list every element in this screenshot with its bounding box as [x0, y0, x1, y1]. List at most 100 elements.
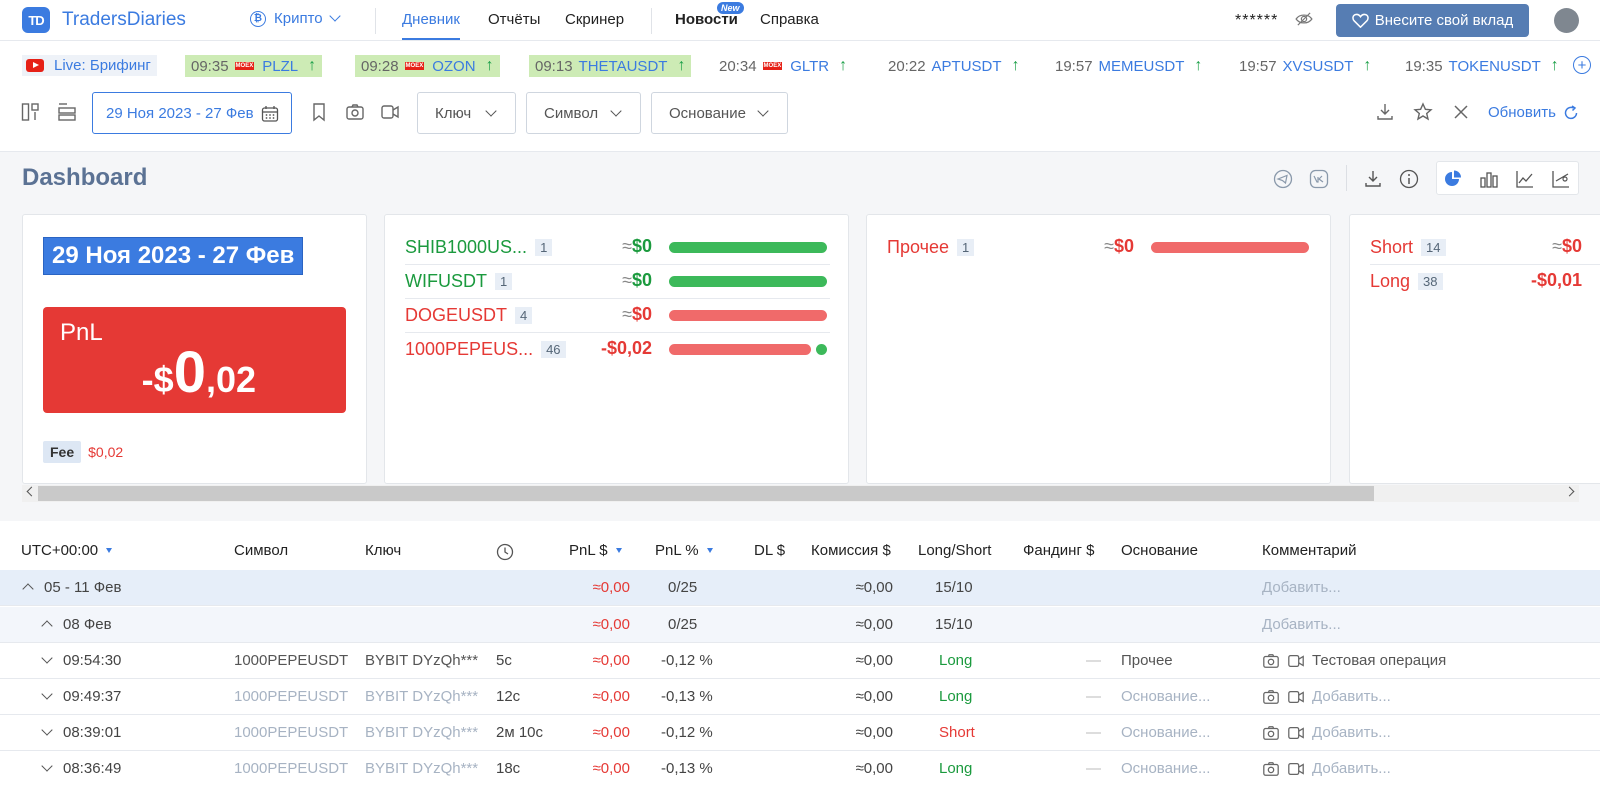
trade-basis[interactable]: Основание... — [1121, 760, 1211, 777]
ticker-item[interactable]: 20:22 APTUSDT ↑ — [882, 55, 1026, 77]
chevron-up-icon[interactable] — [41, 620, 53, 632]
trade-comment[interactable]: Тестовая операция — [1312, 652, 1447, 669]
header-funding[interactable]: Фандинг $ — [1023, 542, 1095, 559]
camera-icon[interactable] — [1262, 760, 1280, 778]
group-row-week[interactable]: 05 - 11 Фев ≈0,00 0/25 ≈0,00 15/10 Добав… — [0, 570, 1600, 606]
side-row[interactable]: Short 14 — [1370, 230, 1446, 264]
ticker-item[interactable]: 09:13 THETAUSDT ↑ — [529, 55, 692, 77]
trade-commission: ≈0,00 — [855, 724, 893, 741]
refresh-button[interactable]: Обновить — [1488, 104, 1579, 121]
header-basis[interactable]: Основание — [1121, 542, 1198, 559]
nav-help[interactable]: Справка — [760, 11, 819, 28]
header-side[interactable]: Long/Short — [918, 542, 992, 559]
ticker-item[interactable]: 09:35 MOEX PLZL ↑ — [185, 55, 323, 77]
header-key[interactable]: Ключ — [365, 542, 402, 559]
header-commission[interactable]: Комиссия $ — [811, 542, 891, 559]
symbol-row[interactable]: DOGEUSDT 4 — [405, 298, 533, 332]
line-chart-icon[interactable] — [1515, 169, 1535, 189]
nav-diary[interactable]: Дневник — [402, 11, 460, 40]
header-timezone[interactable]: UTC+00:00 — [21, 542, 113, 559]
symbol-row[interactable]: SHIB1000US... 1 — [405, 230, 553, 264]
chevron-down-icon[interactable] — [41, 760, 53, 772]
ticker-item[interactable]: 19:57 MEMEUSDT ↑ — [1049, 55, 1208, 77]
logo[interactable]: TD TradersDiaries — [22, 7, 186, 33]
star-icon[interactable] — [1413, 102, 1433, 122]
trade-time-text: 08:36:49 — [63, 760, 122, 777]
scrollbar-thumb[interactable] — [38, 486, 1374, 501]
group-comment[interactable]: Добавить... — [1262, 579, 1341, 596]
table-row[interactable]: 09:49:37 1000PEPEUSDT BYBIT DYzQh*** 12с… — [0, 679, 1600, 715]
video-icon[interactable] — [380, 102, 400, 122]
table-row[interactable]: 08:36:49 1000PEPEUSDT BYBIT DYzQh*** 18с… — [0, 751, 1600, 787]
camera-icon[interactable] — [1262, 724, 1280, 742]
basis-dropdown[interactable]: Основание — [651, 92, 788, 134]
live-briefing[interactable]: Live: Брифинг — [22, 55, 157, 76]
symbol-row[interactable]: 1000PEPEUS... 46 — [405, 332, 566, 366]
bookmark-icon[interactable] — [309, 102, 329, 122]
nav-screener[interactable]: Скринер — [565, 11, 625, 28]
camera-icon[interactable] — [345, 102, 365, 122]
eye-off-icon[interactable] — [1295, 12, 1313, 26]
header-comment[interactable]: Комментарий — [1262, 542, 1357, 559]
scroll-right-icon[interactable] — [1564, 486, 1575, 497]
trade-comment[interactable]: Добавить... — [1312, 724, 1391, 741]
clock-icon[interactable] — [496, 543, 514, 561]
ticker-item[interactable]: 20:34 MOEX GLTR ↑ — [713, 55, 853, 77]
date-range-picker[interactable]: 29 Ноя 2023 - 27 Фев — [92, 92, 292, 134]
ticker-item[interactable]: 19:57 XVSUSDT ↑ — [1233, 55, 1377, 77]
group-comment[interactable]: Добавить... — [1262, 616, 1341, 633]
camera-icon[interactable] — [1262, 688, 1280, 706]
arrow-up-icon: ↑ — [677, 57, 686, 74]
symbol-row[interactable]: WIFUSDT 1 — [405, 264, 513, 298]
header-dl[interactable]: DL $ — [754, 542, 786, 559]
side-row[interactable]: Long 38 — [1370, 264, 1443, 298]
youtube-icon — [26, 59, 44, 72]
key-dropdown[interactable]: Ключ — [417, 92, 516, 134]
table-row[interactable]: 09:54:30 1000PEPEUSDT BYBIT DYzQh*** 5с … — [0, 643, 1600, 679]
trade-pnl-pct: -0,12 % — [661, 724, 713, 741]
ticker-item[interactable]: 09:28 MOEX OZON ↑ — [355, 55, 500, 77]
pie-chart-icon[interactable] — [1443, 169, 1463, 189]
trade-basis[interactable]: Основание... — [1121, 724, 1211, 741]
trade-comment[interactable]: Добавить... — [1312, 688, 1391, 705]
trade-comment[interactable]: Добавить... — [1312, 760, 1391, 777]
donate-button[interactable]: Внесите свой вклад — [1336, 4, 1529, 37]
video-icon[interactable] — [1287, 652, 1305, 670]
chevron-down-icon[interactable] — [41, 688, 53, 700]
download-icon[interactable] — [1375, 102, 1395, 122]
ticker-item[interactable]: 19:35 TOKENUSDT ↑ — [1399, 55, 1565, 77]
trade-basis[interactable]: Прочее — [1121, 652, 1173, 669]
layout-columns-icon[interactable] — [21, 102, 41, 122]
table-row[interactable]: 08:39:01 1000PEPEUSDT BYBIT DYzQh*** 2м … — [0, 715, 1600, 751]
trade-basis[interactable]: Основание... — [1121, 688, 1211, 705]
layout-rows-icon[interactable] — [57, 102, 77, 122]
avatar[interactable] — [1554, 8, 1579, 33]
header-pnl-pct[interactable]: PnL % — [655, 542, 713, 559]
symbol-dropdown[interactable]: Символ — [526, 92, 641, 134]
telegram-icon[interactable] — [1273, 169, 1293, 189]
video-icon[interactable] — [1287, 688, 1305, 706]
basis-row[interactable]: Прочее 1 — [887, 230, 975, 264]
chevron-down-icon[interactable] — [41, 724, 53, 736]
video-icon[interactable] — [1287, 724, 1305, 742]
ticker-time: 09:35 — [191, 57, 229, 75]
close-icon[interactable] — [1451, 102, 1471, 122]
camera-icon[interactable] — [1262, 652, 1280, 670]
chevron-down-icon[interactable] — [41, 652, 53, 664]
scroll-left-icon[interactable] — [26, 486, 37, 497]
horizontal-scrollbar[interactable] — [22, 485, 1579, 502]
nav-news[interactable]: Новости — [675, 11, 738, 28]
video-icon[interactable] — [1287, 760, 1305, 778]
scatter-chart-icon[interactable] — [1551, 169, 1571, 189]
group-row-day[interactable]: 08 Фев ≈0,00 0/25 ≈0,00 15/10 Добавить..… — [0, 607, 1600, 643]
nav-reports[interactable]: Отчёты — [488, 11, 541, 28]
vk-icon[interactable] — [1309, 169, 1329, 189]
header-pnl-usd[interactable]: PnL $ — [569, 542, 622, 559]
download-icon[interactable] — [1363, 169, 1383, 189]
bar-chart-icon[interactable] — [1479, 169, 1499, 189]
market-selector[interactable]: ₿ Крипто — [250, 10, 341, 27]
chevron-up-icon[interactable] — [22, 583, 34, 595]
info-icon[interactable] — [1399, 169, 1419, 189]
header-symbol[interactable]: Символ — [234, 542, 289, 559]
add-ticker-plus-icon[interactable]: + — [1573, 56, 1591, 74]
